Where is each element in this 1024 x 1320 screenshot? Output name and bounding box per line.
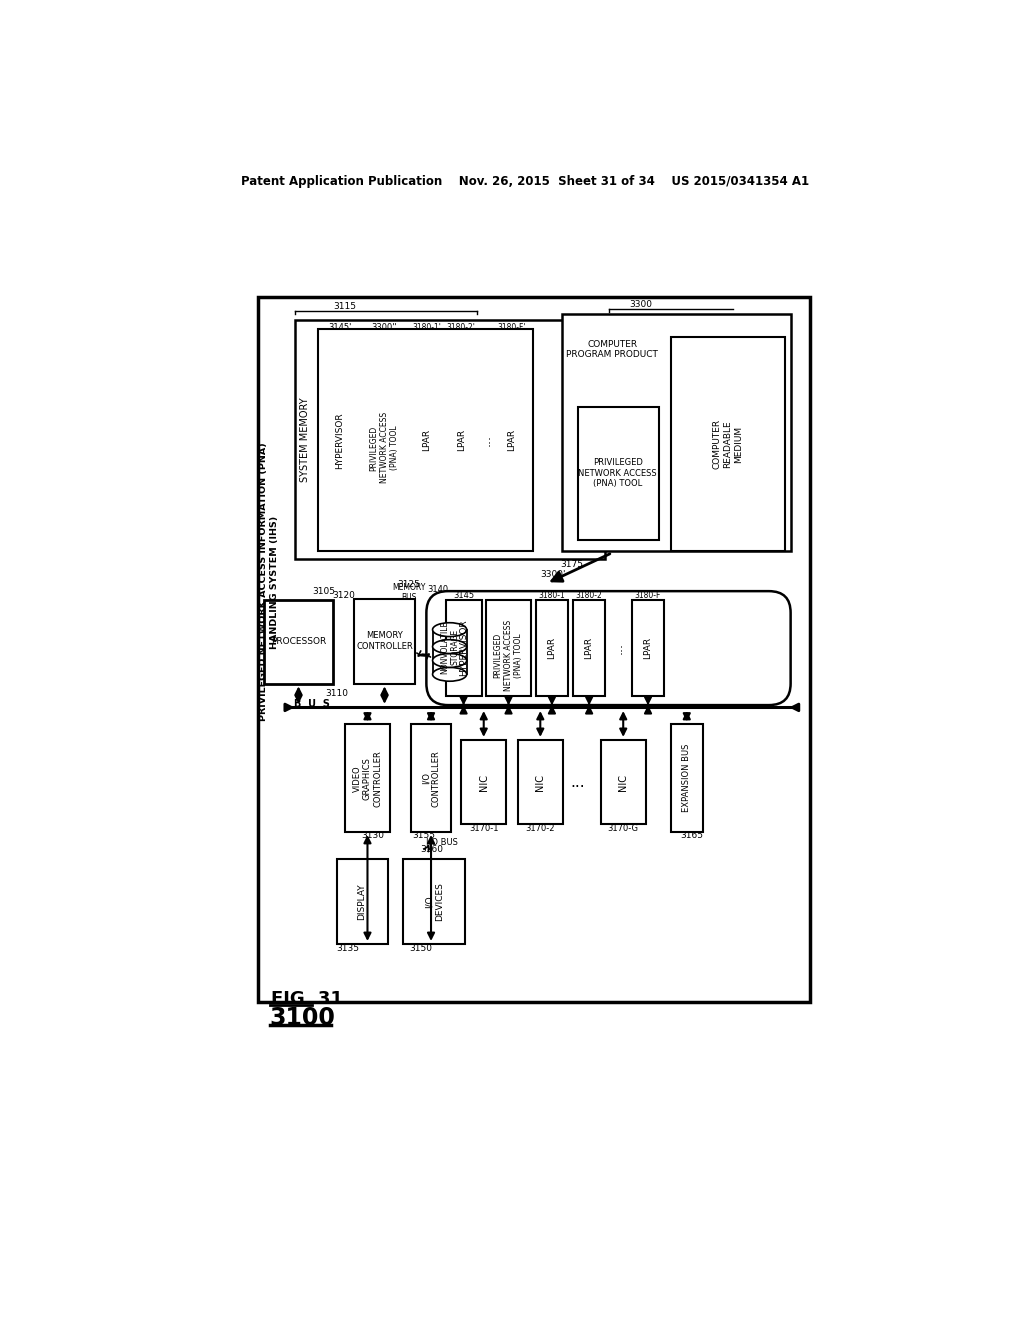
Bar (601, 739, 646, 825)
Text: 3115: 3115 (334, 302, 356, 310)
Text: VIDEO
GRAPHICS
CONTROLLER: VIDEO GRAPHICS CONTROLLER (352, 750, 382, 807)
Bar (486, 601, 531, 696)
Text: 3150: 3150 (410, 944, 432, 953)
Text: PRIVILEGED NETWORK ACCESS INFORMATION (PNA)
HANDLING SYSTEM (IHS): PRIVILEGED NETWORK ACCESS INFORMATION (P… (259, 442, 279, 721)
Bar (445, 601, 482, 696)
Text: NIC: NIC (536, 774, 546, 791)
Text: 3175: 3175 (560, 560, 583, 569)
Text: 3180-F: 3180-F (635, 591, 662, 601)
Bar (258, 297, 810, 1002)
Text: COMPUTER
PROGRAM PRODUCT: COMPUTER PROGRAM PRODUCT (566, 339, 658, 359)
Text: 3300: 3300 (630, 300, 652, 309)
Text: LPAR: LPAR (457, 429, 466, 451)
Text: LPAR: LPAR (548, 638, 556, 659)
Bar (411, 725, 452, 832)
Bar (496, 333, 527, 548)
Text: I/O BUS: I/O BUS (426, 838, 458, 846)
Ellipse shape (432, 623, 467, 636)
Bar (562, 314, 791, 552)
Text: 3155: 3155 (413, 832, 435, 841)
Text: NONVOLATILE
STORAGE: NONVOLATILE STORAGE (440, 620, 460, 675)
Bar (461, 739, 506, 825)
Text: PRIVILEGED
NETWORK ACCESS
(PNA) TOOL: PRIVILEGED NETWORK ACCESS (PNA) TOOL (370, 412, 399, 483)
Text: 3170-1: 3170-1 (469, 824, 499, 833)
Text: 3170-G: 3170-G (607, 824, 639, 833)
Text: 3180-1: 3180-1 (539, 591, 565, 601)
Text: FIG. 31: FIG. 31 (271, 990, 343, 1008)
Text: DISPLAY: DISPLAY (357, 883, 367, 920)
Text: 3140: 3140 (427, 585, 449, 594)
Bar (322, 333, 358, 548)
Text: ...: ... (479, 434, 493, 446)
Text: 3125: 3125 (397, 581, 420, 590)
Bar (411, 333, 442, 548)
Text: LPAR: LPAR (422, 429, 431, 451)
Bar (536, 601, 568, 696)
Text: ...: ... (570, 775, 585, 789)
Text: SYSTEM MEMORY: SYSTEM MEMORY (300, 397, 309, 482)
Text: HYPERVISOR: HYPERVISOR (459, 620, 468, 676)
Text: 3165: 3165 (681, 832, 703, 841)
Bar (671, 337, 785, 552)
Bar (337, 859, 388, 944)
Text: PRIVILEGED
NETWORK ACCESS
(PNA) TOOL: PRIVILEGED NETWORK ACCESS (PNA) TOOL (579, 458, 657, 488)
Text: 3180-1': 3180-1' (412, 323, 440, 333)
Ellipse shape (432, 653, 467, 668)
Text: Patent Application Publication    Nov. 26, 2015  Sheet 31 of 34    US 2015/03413: Patent Application Publication Nov. 26, … (241, 176, 809, 187)
Text: 3300'': 3300'' (372, 323, 397, 333)
Text: 3160: 3160 (420, 845, 443, 854)
Text: MEMORY
BUS: MEMORY BUS (392, 583, 425, 602)
Text: NIC: NIC (618, 774, 629, 791)
Ellipse shape (432, 640, 467, 653)
Text: LPAR: LPAR (585, 638, 594, 659)
Bar (354, 599, 415, 684)
Ellipse shape (432, 668, 467, 681)
Text: PROCESSOR: PROCESSOR (271, 638, 326, 647)
Text: 3145: 3145 (453, 591, 474, 601)
Text: 3180-F': 3180-F' (498, 323, 526, 333)
FancyBboxPatch shape (426, 591, 791, 705)
Bar (445, 333, 477, 548)
Text: HYPERVISOR: HYPERVISOR (335, 412, 344, 469)
Text: 3105: 3105 (312, 586, 336, 595)
Bar (578, 407, 658, 540)
Text: MEMORY
CONTROLLER: MEMORY CONTROLLER (356, 631, 413, 651)
Bar (362, 333, 407, 548)
Text: I/O
DEVICES: I/O DEVICES (424, 882, 443, 921)
Text: NIC: NIC (479, 774, 488, 791)
Text: 3145': 3145' (328, 323, 351, 333)
Text: I/O
CONTROLLER: I/O CONTROLLER (421, 750, 440, 807)
Bar (632, 601, 665, 696)
Text: 3180-2: 3180-2 (575, 591, 602, 601)
Text: 3300': 3300' (540, 570, 565, 579)
Text: 3120: 3120 (332, 591, 355, 601)
Bar (317, 330, 532, 552)
Text: 3135: 3135 (337, 944, 359, 953)
Text: 3170-2: 3170-2 (525, 824, 555, 833)
Bar (572, 601, 605, 696)
Text: PRIVILEGED
NETWORK ACCESS
(PNA) TOOL: PRIVILEGED NETWORK ACCESS (PNA) TOOL (494, 620, 523, 692)
Text: LPAR: LPAR (643, 638, 652, 659)
Text: 3180-2': 3180-2' (446, 323, 476, 333)
Text: 3110: 3110 (326, 689, 349, 698)
Text: ...: ... (611, 642, 625, 655)
Text: EXPANSION BUS: EXPANSION BUS (682, 744, 691, 812)
Text: B  U  S: B U S (294, 700, 330, 709)
Bar (432, 630, 467, 675)
Bar (263, 601, 334, 684)
Bar (403, 859, 465, 944)
Bar (518, 739, 563, 825)
Bar (295, 321, 604, 558)
Text: 3130: 3130 (361, 832, 384, 841)
Bar (345, 725, 390, 832)
Bar (671, 725, 703, 832)
Text: COMPUTER
READABLE
MEDIUM: COMPUTER READABLE MEDIUM (713, 418, 742, 469)
Text: 3100: 3100 (270, 1006, 336, 1030)
Text: LPAR: LPAR (507, 429, 516, 451)
